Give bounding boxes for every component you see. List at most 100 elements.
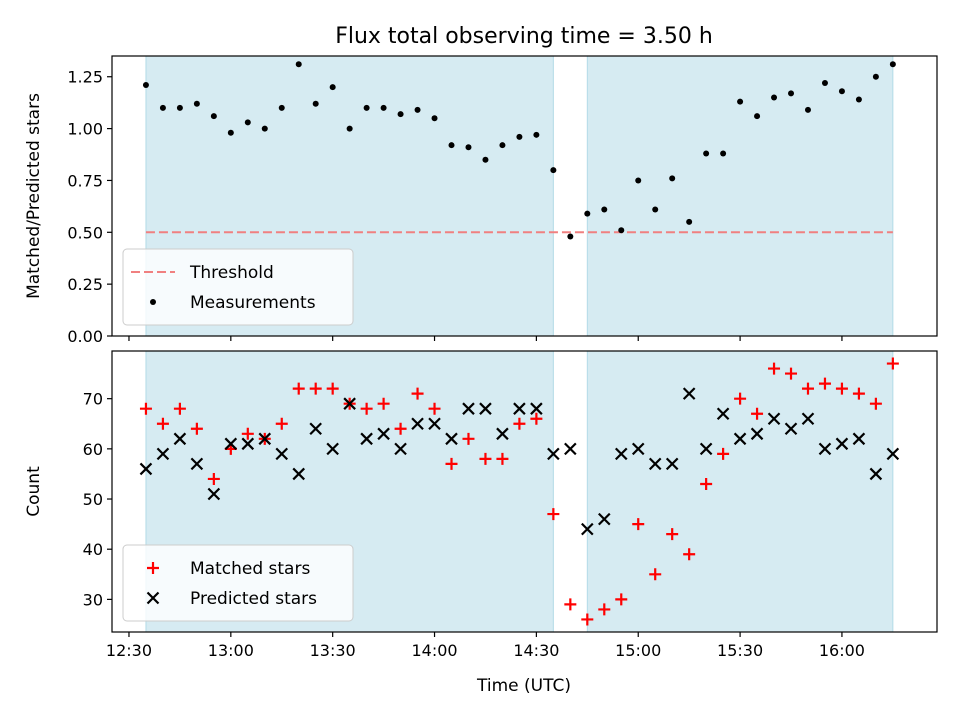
y-tick-label: 60: [83, 440, 103, 459]
predicted-stars-point: [648, 457, 662, 471]
measurement-point: [465, 144, 472, 151]
legend-label: Predicted stars: [190, 589, 317, 609]
matched-stars-point: [717, 447, 730, 460]
predicted-stars-point: [224, 437, 238, 451]
measurement-point: [516, 133, 523, 140]
predicted-stars-point: [665, 457, 679, 471]
measurement-point: [567, 233, 574, 240]
measurement-point: [686, 218, 693, 225]
measurement-point: [669, 175, 676, 182]
predicted-stars-point: [631, 442, 645, 456]
measurement-point: [618, 227, 625, 234]
predicted-stars-point: [156, 447, 170, 461]
legend-label: Measurements: [190, 293, 316, 313]
y-tick-label: 70: [83, 390, 103, 409]
matched-stars-point: [445, 457, 458, 470]
matched-stars-point: [292, 382, 305, 395]
matched-stars-point: [326, 382, 339, 395]
y-tick-label: 30: [83, 590, 103, 609]
predicted-stars-point: [614, 447, 628, 461]
legend-label: Threshold: [189, 263, 274, 283]
measurement-point: [482, 156, 489, 163]
matched-stars-point: [190, 422, 203, 435]
x-tick-label: 15:30: [717, 641, 763, 660]
measurement-point: [737, 98, 744, 105]
measurement-point: [821, 79, 828, 86]
measurement-point: [448, 142, 455, 149]
legend-predicted-swatch: [146, 591, 160, 605]
y-tick-label: 0.25: [67, 275, 103, 294]
y-tick-label: 0.00: [67, 327, 103, 346]
x-tick-label: 13:30: [310, 641, 356, 660]
predicted-stars-point: [784, 422, 798, 436]
measurement-point: [142, 82, 149, 89]
predicted-stars-point: [818, 442, 832, 456]
measurement-point: [788, 90, 795, 97]
x-tick-label: 13:00: [208, 641, 254, 660]
matched-stars-point: [377, 397, 390, 410]
matched-stars-point: [139, 402, 152, 415]
predicted-stars-point: [801, 412, 815, 426]
matched-stars-point: [309, 382, 322, 395]
plot-area: [142, 61, 896, 240]
x-tick-label: 15:00: [615, 641, 661, 660]
predicted-stars-point: [496, 427, 509, 441]
predicted-stars-point: [241, 437, 255, 451]
predicted-stars-point: [547, 447, 560, 461]
matched-stars-point: [173, 402, 186, 415]
predicted-stars-point: [394, 442, 407, 456]
x-tick-label: 14:00: [411, 641, 457, 660]
matched-stars-point: [360, 402, 373, 415]
matched-stars-point: [615, 593, 628, 606]
y-tick-label: 40: [83, 540, 103, 559]
observing-window-2: [586, 55, 894, 337]
matched-stars-point: [869, 397, 882, 410]
matched-stars-point: [496, 452, 509, 465]
matched-stars-point: [411, 387, 424, 400]
predicted-stars-point: [139, 462, 153, 476]
predicted-stars-point: [479, 402, 492, 415]
predicted-stars-point: [513, 402, 526, 415]
measurement-point: [720, 150, 727, 157]
matched-stars-point: [156, 417, 169, 430]
y-axis-label: Matched/Predicted stars: [24, 93, 44, 299]
legend-label: Matched stars: [190, 559, 310, 579]
predicted-stars-point: [207, 487, 221, 501]
y-tick-label: 50: [83, 490, 103, 509]
matched-stars-point: [886, 357, 899, 370]
measurement-point: [533, 131, 540, 138]
matched-stars-point: [207, 472, 220, 485]
matched-stars-point: [818, 377, 831, 390]
measurement-point: [346, 125, 353, 132]
predicted-stars-point: [462, 402, 475, 415]
measurement-point: [855, 96, 862, 103]
legend: Matched stars Predicted stars: [122, 544, 354, 622]
matched-stars-point: [683, 548, 696, 561]
measurement-point: [244, 119, 251, 126]
matched-stars-point: [479, 452, 492, 465]
y-tick-label: 1.00: [67, 120, 103, 139]
predicted-stars-point: [309, 422, 322, 436]
count-panel: 30 40 50 60 70 12:30 13:00 13:30 14:00 14:30 15:00…: [24, 350, 938, 660]
matched-stars-point: [734, 392, 747, 405]
matched-stars-point: [462, 432, 475, 445]
matched-stars-point: [751, 407, 764, 420]
predicted-stars-point: [767, 412, 781, 426]
matched-stars-point: [394, 422, 407, 435]
predicted-stars-point: [530, 402, 543, 415]
measurement-point: [431, 115, 438, 122]
predicted-stars-point: [581, 522, 594, 536]
series-measurements: [142, 61, 896, 240]
measurement-point: [499, 142, 506, 149]
predicted-stars-point: [343, 397, 356, 410]
predicted-stars-point: [326, 442, 339, 456]
predicted-stars-point: [258, 432, 272, 446]
matched-stars-point: [632, 518, 645, 531]
x-tick-label: 12:30: [106, 641, 152, 660]
predicted-stars-point: [699, 442, 713, 456]
matched-stars-point: [564, 598, 577, 611]
predicted-stars-point: [292, 467, 306, 481]
measurement-point: [550, 167, 557, 174]
measurement-point: [295, 61, 302, 68]
